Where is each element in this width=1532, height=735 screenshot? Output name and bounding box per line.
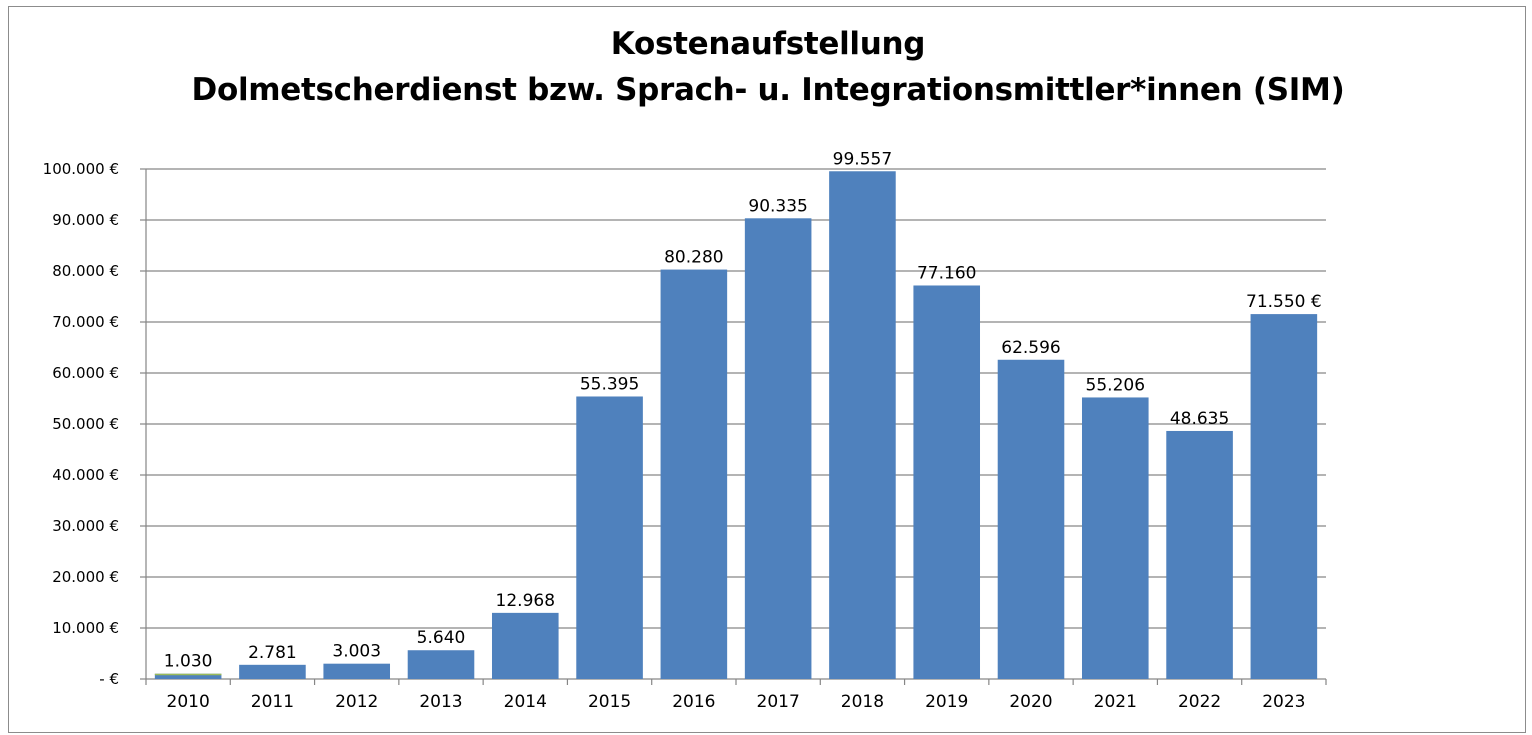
data-label-2019: 77.160 — [917, 263, 976, 283]
bar-2016 — [660, 269, 728, 679]
bar-2020 — [997, 359, 1065, 679]
bar-2021 — [1081, 397, 1149, 679]
data-label-2020: 62.596 — [1001, 338, 1060, 358]
bar-2018 — [829, 171, 896, 680]
bar-accent-2010 — [154, 673, 222, 676]
data-label-2023: 71.550 € — [1246, 292, 1322, 312]
y-tick-label: - € — [99, 670, 119, 688]
axes: - € 10.000 € 20.000 € 30.000 € 40.000 € 50.00… — [43, 160, 1327, 712]
y-tick-label: 20.000 € — [52, 568, 119, 586]
data-label-2016: 80.280 — [664, 248, 723, 268]
data-label-2021: 55.206 — [1086, 375, 1145, 395]
x-tick-label: 2017 — [757, 692, 800, 712]
x-tick-label: 2021 — [1094, 692, 1137, 712]
y-tick-label: 70.000 € — [52, 313, 119, 331]
bar-2013 — [407, 650, 475, 679]
bar-2010 — [154, 673, 222, 679]
data-label-2018: 99.557 — [833, 149, 892, 169]
data-label-2014: 12.968 — [496, 591, 555, 611]
x-tick-label: 2012 — [335, 692, 378, 712]
y-tick-label: 50.000 € — [52, 415, 119, 433]
data-label-2017: 90.335 — [748, 196, 807, 216]
x-tick-label: 2010 — [167, 692, 210, 712]
bar-2019 — [913, 285, 981, 679]
bars — [154, 171, 1318, 680]
x-tick-label: 2018 — [841, 692, 884, 712]
y-tick-label: 30.000 € — [52, 517, 119, 535]
x-tick-label: 2016 — [672, 692, 715, 712]
x-tick-label: 2014 — [504, 692, 547, 712]
bar-2012 — [323, 663, 391, 679]
x-tick-label: 2011 — [251, 692, 294, 712]
data-label-2011: 2.781 — [248, 643, 297, 663]
y-tick-label: 40.000 € — [52, 466, 119, 484]
bar-2011 — [239, 664, 306, 679]
x-tick-label: 2022 — [1178, 692, 1221, 712]
x-tick-label: 2015 — [588, 692, 631, 712]
bar-2014 — [491, 612, 559, 679]
bar-2015 — [576, 396, 643, 679]
y-tick-label: 80.000 € — [52, 262, 119, 280]
bar-2022 — [1166, 430, 1233, 679]
data-label-2022: 48.635 — [1170, 409, 1229, 429]
data-label-2015: 55.395 — [580, 374, 639, 394]
data-labels: 1.030 2.781 3.003 5.640 12.968 55.395 80.280 90… — [164, 149, 1322, 671]
gridlines — [146, 168, 1326, 629]
x-tick-label: 2013 — [419, 692, 462, 712]
bar-2017 — [744, 218, 812, 679]
x-tick-label: 2020 — [1009, 692, 1052, 712]
chart-title: Kostenaufstellung Dolmetscherdienst bzw.… — [191, 26, 1345, 108]
bar-2023 — [1250, 314, 1318, 679]
data-label-2010: 1.030 — [164, 652, 213, 672]
data-label-2013: 5.640 — [417, 628, 466, 648]
y-tick-label: 90.000 € — [52, 211, 119, 229]
y-tick-label: 10.000 € — [52, 619, 119, 637]
x-tick-label: 2019 — [925, 692, 968, 712]
y-tick-label: 100.000 € — [43, 160, 119, 178]
x-tick-label: 2023 — [1262, 692, 1305, 712]
y-tick-label: 60.000 € — [52, 364, 119, 382]
data-label-2012: 3.003 — [332, 642, 381, 662]
